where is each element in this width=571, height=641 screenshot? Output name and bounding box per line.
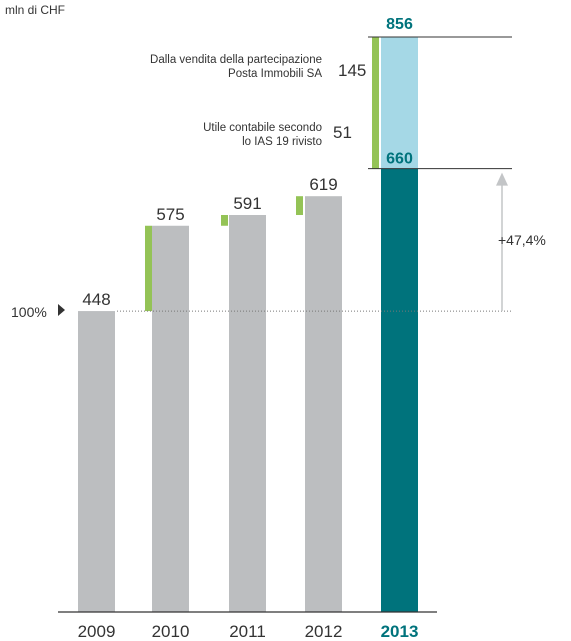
bar-2009 — [78, 311, 115, 612]
bar-2010 — [152, 225, 189, 612]
baseline-marker-label: 100% — [11, 304, 47, 320]
labels-group: 448 2009 575 2010 591 2011 619 2012 660 856 2013 — [78, 16, 419, 641]
growth-label: +47,4% — [498, 232, 546, 248]
category-label-2013: 2013 — [381, 622, 419, 641]
annotation-1-line2: Posta Immobili SA — [228, 68, 322, 80]
value-label-2010: 575 — [156, 205, 184, 224]
category-label-2010: 2010 — [152, 622, 190, 641]
increments-group — [145, 37, 379, 312]
annotation-1-value: 145 — [338, 61, 366, 80]
category-label-2011: 2011 — [229, 622, 266, 641]
bars-group — [78, 37, 418, 612]
annotation-2-line1: Utile contabile secondo — [203, 122, 322, 134]
category-label-2012: 2012 — [305, 622, 343, 641]
unit-label: mln di CHF — [5, 3, 65, 17]
growth-arrow-head — [496, 172, 508, 186]
increment-2010 — [145, 225, 152, 312]
bar-top-segment-2013 — [381, 37, 418, 169]
baseline-marker-arrow — [58, 304, 65, 316]
bar-2013 — [381, 168, 418, 612]
value-label-2013: 660 — [386, 151, 413, 168]
increment-2013 — [372, 37, 379, 169]
annotation-2-value: 51 — [333, 123, 352, 142]
increment-2012 — [296, 196, 303, 216]
value-label-2011: 591 — [233, 194, 261, 213]
annotation-2-line2: lo IAS 19 rivisto — [242, 136, 322, 148]
value-label-2009: 448 — [82, 290, 110, 309]
bar-2012 — [305, 196, 342, 612]
increment-2011 — [221, 215, 228, 226]
annotation-1-line1: Dalla vendita della partecipazione — [150, 54, 322, 66]
bar-2011 — [229, 215, 266, 612]
category-label-2009: 2009 — [78, 622, 116, 641]
top-value-label-2013: 856 — [386, 16, 413, 33]
value-label-2012: 619 — [309, 175, 337, 194]
